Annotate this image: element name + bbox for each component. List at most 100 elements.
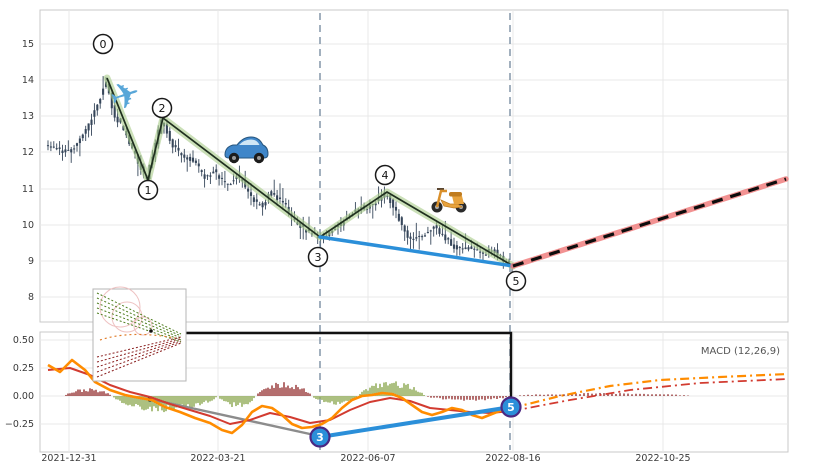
candle — [191, 150, 195, 164]
candle — [203, 169, 206, 188]
candle — [67, 140, 70, 151]
wave-node-0 — [92, 33, 114, 55]
candle — [258, 201, 261, 206]
candle — [197, 159, 200, 173]
candle — [183, 148, 186, 163]
candle — [452, 237, 456, 253]
candle — [455, 240, 458, 256]
wave-node-1 — [137, 179, 159, 201]
car-icon — [224, 136, 269, 164]
candle — [212, 166, 215, 174]
price-ytick: 15 — [22, 39, 34, 50]
macd-ytick: 0.25 — [13, 363, 34, 374]
candle — [447, 237, 450, 245]
price-ytick: 8 — [28, 292, 34, 303]
wave-node-label: 1 — [145, 184, 152, 197]
candle — [473, 245, 476, 258]
candle — [397, 209, 400, 222]
candle — [305, 229, 308, 240]
candle — [177, 138, 180, 157]
candle — [409, 232, 412, 250]
candle — [209, 172, 212, 184]
candle — [412, 232, 415, 249]
candle — [174, 140, 177, 153]
candle — [194, 158, 197, 166]
macd-gray-line — [149, 397, 320, 438]
wave-node-label: 5 — [513, 275, 520, 288]
candle — [458, 246, 461, 256]
macd-histogram — [65, 381, 689, 413]
candle — [81, 133, 84, 142]
candle — [223, 170, 226, 188]
scooter-icon — [431, 188, 467, 213]
candle — [255, 193, 258, 210]
wave-node-3 — [307, 246, 329, 268]
wave-node-2 — [151, 97, 173, 119]
price-ytick: 14 — [22, 75, 34, 86]
axis-tick-labels: 891011121314150.500.250.00−0.252021-12-3… — [5, 39, 691, 464]
price-ytick: 11 — [22, 184, 34, 195]
macd-ytick: −0.25 — [5, 419, 34, 430]
candle — [52, 141, 55, 149]
candle — [403, 224, 406, 241]
wave-node-4 — [374, 164, 396, 186]
candle — [186, 154, 189, 172]
candle — [418, 230, 421, 250]
macd-node-label: 5 — [507, 401, 515, 414]
candle — [450, 231, 453, 246]
date-xtick: 2021-12-31 — [41, 453, 96, 464]
candle — [215, 164, 218, 180]
wave-line — [106, 77, 514, 267]
macd-node-label: 3 — [316, 431, 324, 444]
macd-support-line — [318, 405, 513, 439]
candle — [406, 225, 409, 245]
candle — [252, 195, 255, 207]
candle — [218, 173, 221, 186]
candle — [261, 201, 264, 216]
date-xtick: 2022-03-21 — [190, 453, 245, 464]
price-ytick: 13 — [22, 111, 34, 122]
candle — [392, 198, 395, 216]
candle — [46, 140, 50, 151]
candle — [70, 147, 73, 163]
candle — [73, 144, 76, 154]
pattern-inset — [92, 286, 187, 382]
macd-node-5 — [500, 396, 522, 418]
candle — [61, 144, 64, 161]
candle — [400, 216, 403, 231]
candle — [273, 179, 276, 197]
price-ytick: 12 — [22, 147, 34, 158]
macd-nodes: 35 — [309, 396, 522, 448]
candle — [55, 143, 58, 151]
wave-node-5 — [505, 270, 527, 292]
candle — [75, 142, 79, 152]
candle — [189, 153, 192, 167]
wave-labels: 0 1 2 3 4 5 — [92, 33, 527, 292]
wave-node-label: 2 — [159, 102, 166, 115]
wave-node-label: 3 — [315, 251, 322, 264]
candle — [58, 141, 61, 156]
candle — [394, 201, 398, 219]
candle — [206, 174, 209, 181]
candle — [438, 224, 441, 237]
macd-ytick: 0.00 — [13, 391, 34, 402]
candle — [426, 226, 429, 234]
candle — [278, 183, 282, 205]
inset-connector — [186, 331, 513, 399]
macd-signal-forecast — [511, 378, 789, 412]
candle — [432, 225, 435, 237]
candle — [284, 198, 287, 209]
candle — [87, 123, 90, 138]
candle — [200, 169, 203, 177]
candle — [180, 152, 183, 163]
candle — [168, 127, 171, 145]
macd-node-3 — [309, 426, 331, 448]
candle — [423, 232, 427, 237]
price-ytick: 9 — [28, 256, 34, 267]
candle — [171, 138, 174, 154]
date-xtick: 2022-06-07 — [340, 453, 395, 464]
macd-label: MACD (12,26,9) — [700, 346, 780, 357]
candle — [226, 183, 229, 191]
candle — [429, 229, 432, 245]
candle — [102, 76, 105, 100]
